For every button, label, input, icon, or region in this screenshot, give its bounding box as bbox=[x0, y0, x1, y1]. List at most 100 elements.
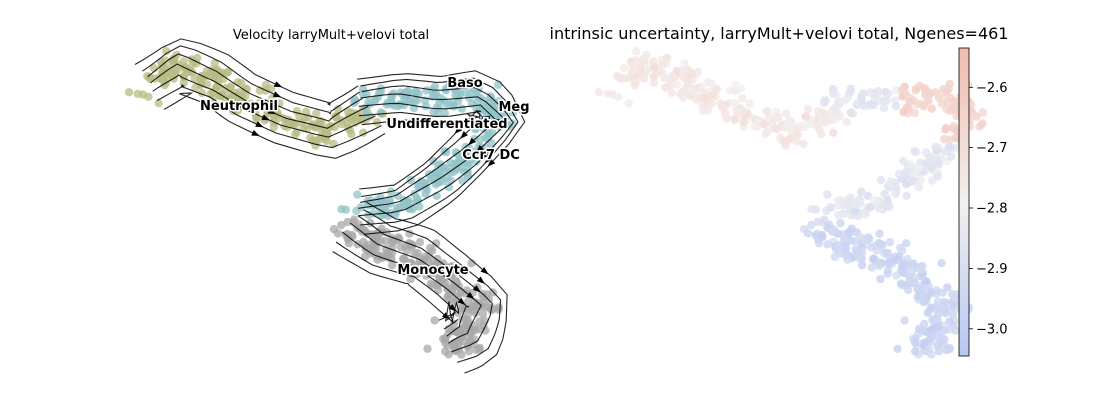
uncertainty-point bbox=[834, 210, 843, 220]
uncertainty-point bbox=[667, 88, 677, 98]
cell-point bbox=[214, 82, 223, 91]
uncertainty-point bbox=[801, 112, 810, 121]
cell-point bbox=[144, 92, 153, 102]
uncertainty-point bbox=[846, 108, 855, 117]
streamline-arrowhead bbox=[251, 130, 260, 136]
streamline-arrowhead bbox=[255, 121, 264, 128]
cell-point bbox=[351, 96, 360, 106]
cell-point bbox=[484, 107, 493, 116]
uncertainty-point bbox=[668, 72, 677, 81]
cell-point bbox=[347, 230, 357, 240]
uncertainty-point bbox=[650, 63, 659, 73]
uncertainty-point bbox=[832, 110, 841, 119]
uncertainty-point bbox=[830, 226, 839, 235]
uncertainty-point bbox=[879, 103, 889, 113]
uncertainty-point bbox=[896, 279, 906, 288]
uncertainty-point bbox=[661, 83, 670, 92]
uncertainty-panel: intrinsic uncertainty, larryMult+velovi … bbox=[550, 24, 1008, 359]
uncertainty-point bbox=[649, 57, 658, 66]
uncertainty-point bbox=[978, 119, 987, 128]
uncertainty-point bbox=[931, 142, 940, 152]
uncertainty-point bbox=[911, 347, 920, 356]
uncertainty-point bbox=[941, 123, 951, 133]
uncertainty-point bbox=[687, 68, 696, 77]
uncertainty-point bbox=[899, 107, 908, 117]
cell-point bbox=[389, 101, 398, 110]
velocity-streamline bbox=[156, 84, 382, 149]
uncertainty-point bbox=[829, 89, 838, 99]
uncertainty-point bbox=[821, 96, 830, 106]
cell-point bbox=[414, 89, 423, 98]
uncertainty-point bbox=[923, 165, 932, 174]
cell-point bbox=[350, 215, 359, 224]
cell-point bbox=[360, 226, 369, 235]
cell-point bbox=[333, 104, 343, 114]
velocity-streamline bbox=[357, 85, 514, 217]
cell-point bbox=[192, 59, 201, 68]
uncertainty-point bbox=[649, 71, 659, 81]
uncertainty-point bbox=[762, 127, 771, 137]
cell-point bbox=[433, 285, 443, 295]
uncertainty-point bbox=[942, 87, 952, 96]
uncertainty-point bbox=[945, 344, 954, 354]
cell-point bbox=[351, 118, 360, 127]
cell-point bbox=[410, 96, 419, 105]
cell-point bbox=[399, 100, 409, 110]
uncertainty-point bbox=[903, 285, 913, 295]
cell-point bbox=[387, 90, 396, 100]
uncertainty-point bbox=[807, 220, 816, 230]
cell-point bbox=[387, 233, 397, 243]
uncertainty-point bbox=[902, 239, 911, 248]
uncertainty-point bbox=[632, 47, 641, 56]
cell-point bbox=[376, 108, 385, 117]
cell-point bbox=[430, 316, 439, 325]
cell-point bbox=[477, 152, 486, 161]
streamline-arrowhead bbox=[476, 276, 485, 284]
uncertainty-point bbox=[678, 87, 687, 97]
uncertainty-point bbox=[857, 233, 867, 243]
cell-point bbox=[453, 165, 462, 174]
cell-point bbox=[462, 286, 471, 295]
cell-point bbox=[496, 100, 506, 109]
cell-point bbox=[444, 163, 454, 173]
cell-point bbox=[467, 259, 476, 268]
uncertainty-point bbox=[897, 261, 907, 270]
velocity-title: Velocity larryMult+velovi total bbox=[233, 28, 429, 43]
cell-point bbox=[373, 255, 382, 264]
colorbar-tick-label: −2.8 bbox=[976, 202, 1008, 217]
uncertainty-point bbox=[707, 98, 716, 108]
uncertainty-point bbox=[701, 93, 710, 103]
uncertainty-point bbox=[926, 333, 935, 342]
cell-point bbox=[406, 274, 415, 284]
uncertainty-point bbox=[883, 196, 892, 205]
uncertainty-point bbox=[857, 261, 867, 270]
uncertainty-point bbox=[680, 59, 689, 68]
uncertainty-point bbox=[934, 322, 943, 331]
uncertainty-point bbox=[934, 347, 944, 356]
velocity-streamlines bbox=[134, 38, 526, 374]
cell-point bbox=[191, 83, 200, 92]
cell-point bbox=[209, 72, 218, 82]
uncertainty-point bbox=[919, 298, 928, 307]
cell-point bbox=[314, 135, 324, 144]
uncertainty-point bbox=[815, 126, 825, 135]
uncertainty-point bbox=[948, 309, 958, 319]
uncertainty-point bbox=[731, 98, 740, 108]
cell-point bbox=[337, 220, 346, 230]
cell-point bbox=[252, 114, 261, 124]
uncertainty-point bbox=[978, 108, 988, 117]
streamline-arrowhead bbox=[454, 126, 463, 134]
cell-point bbox=[343, 217, 352, 227]
uncertainty-point bbox=[843, 255, 852, 264]
uncertainty-point bbox=[905, 275, 915, 285]
cell-point bbox=[441, 335, 450, 344]
uncertainty-point bbox=[863, 191, 873, 200]
cell-point bbox=[444, 324, 454, 333]
uncertainty-point bbox=[857, 187, 866, 196]
uncertainty-point bbox=[846, 236, 855, 245]
uncertainty-point bbox=[859, 101, 868, 110]
uncertainty-point bbox=[902, 191, 911, 200]
cell-point bbox=[337, 205, 346, 214]
uncertainty-point bbox=[951, 326, 960, 335]
uncertainty-point bbox=[951, 133, 961, 142]
